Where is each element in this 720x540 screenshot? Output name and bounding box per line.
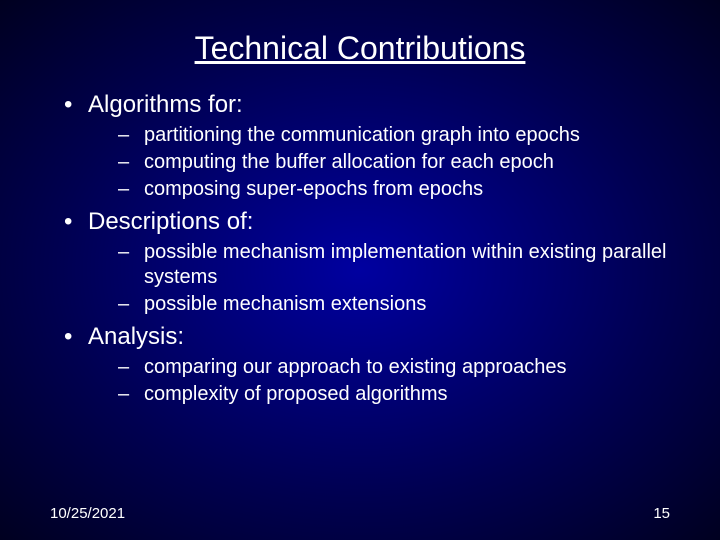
slide-footer: 10/25/2021 15 [50, 505, 670, 522]
subbullet-mechanism-impl: possible mechanism implementation within… [60, 240, 670, 290]
subbullet-complexity: complexity of proposed algorithms [60, 382, 670, 407]
subbullet-partitioning: partitioning the communication graph int… [60, 123, 670, 148]
subbullet-comparing: comparing our approach to existing appro… [60, 355, 670, 380]
bullet-descriptions: Descriptions of: [60, 208, 670, 236]
subbullet-mechanism-ext: possible mechanism extensions [60, 292, 670, 317]
bullet-analysis: Analysis: [60, 323, 670, 351]
subbullet-buffer-allocation: computing the buffer allocation for each… [60, 150, 670, 175]
subbullet-super-epochs: composing super-epochs from epochs [60, 177, 670, 202]
footer-page-number: 15 [653, 505, 670, 522]
footer-date: 10/25/2021 [50, 505, 125, 522]
slide: Technical Contributions Algorithms for: … [0, 0, 720, 540]
slide-content: Algorithms for: partitioning the communi… [50, 91, 670, 407]
slide-title: Technical Contributions [50, 30, 670, 67]
bullet-algorithms: Algorithms for: [60, 91, 670, 119]
